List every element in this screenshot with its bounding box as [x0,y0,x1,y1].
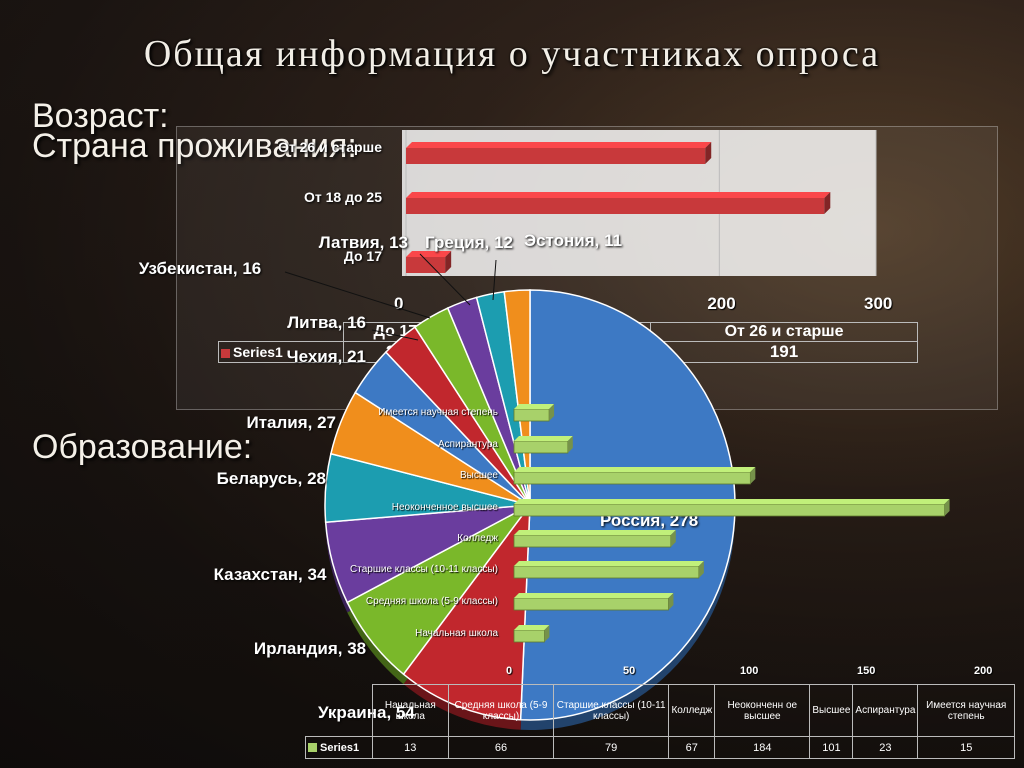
education-category-label: Средняя школа (5-9 классы) [365,596,498,607]
education-table-header: Старшие классы (10-11 классы) [552,684,670,737]
age-table-value: 191 [650,341,918,363]
pie-leader-line [492,259,497,301]
education-category-label: Старшие классы (10-11 классы) [350,564,498,575]
education-table-header: Высшее [809,684,854,737]
age-x-tick: 0 [394,294,404,313]
age-category-label: От 18 до 25 [304,189,382,205]
education-table-header: Начальная школа [371,684,450,737]
pie-slice-label: Эстония, 11 [524,231,623,250]
age-x-tick: 200 [707,294,736,313]
pie-slice-label: Латвия, 13 [318,233,408,252]
pie-slice-label: Ирландия, 38 [253,639,367,658]
education-category-label: Имеется научная степень [378,407,498,418]
education-bar-top [514,561,704,566]
education-bar-side [668,593,674,610]
education-bar-top [514,593,674,598]
education-bar-side [698,561,704,578]
pie-slice-label: Казахстан, 34 [213,565,327,584]
education-table-header: Неоконченн ое высшее [714,684,811,737]
education-bar-top [514,530,676,535]
education-table-value: 101 [809,736,854,759]
education-x-tick: 150 [857,665,876,677]
education-bar [513,597,669,611]
education-table-header: Средняя школа (5-9 классы) [448,684,554,737]
education-bar-side [549,404,555,421]
education-table-header: Аспирантура [852,684,919,737]
education-category-label: Колледж [457,533,498,544]
education-legend: Series1 [305,736,373,759]
education-bar-top [514,467,756,472]
education-table-value: 184 [714,736,811,759]
education-table-value: 15 [917,736,1015,759]
section-education: Образование: [32,428,253,466]
education-data-table: Начальная школа Средняя школа (5-9 классы… [305,684,1015,759]
education-bar-side [544,625,550,642]
pie-slice-label: Узбекистан, 16 [138,259,262,278]
education-bar-side [567,436,573,453]
education-bar-side [944,499,950,516]
pie-slice-label: Литва, 16 [287,313,366,332]
education-bar [513,440,569,454]
education-bar [513,471,751,485]
education-x-tick: 50 [623,665,636,677]
education-x-tick: 0 [506,665,513,677]
age-x-tick: 300 [864,294,893,313]
education-bar [513,408,550,422]
education-bar [513,534,672,548]
age-legend: Series1 [218,341,344,363]
education-category-label: Аспирантура [437,439,498,450]
section-age: Возраст: [32,97,169,135]
education-table-header: Имеется научная степень [917,684,1015,737]
education-bar [513,629,545,643]
pie-leader-line [419,253,471,306]
education-table-value: 13 [371,736,450,759]
pie-slice-label: Италия, 27 [246,413,336,432]
education-bar-top [514,499,950,504]
education-table-value: 66 [448,736,554,759]
education-bar-side [750,467,756,484]
education-bar-top [514,625,550,630]
pie-slice-label: Чехия, 21 [286,347,366,366]
slide-title: Общая информация о участниках опроса [143,33,881,75]
pie-slice-label: Беларусь, 28 [216,469,326,488]
education-bar [513,503,945,517]
education-table-value: 67 [668,736,716,759]
section-country: Страна проживания: [32,127,357,165]
education-x-tick: 100 [740,665,759,677]
education-bar-top [514,404,555,409]
age-category-label: До 17 [343,248,382,264]
education-table-value: 23 [852,736,919,759]
education-x-tick: 200 [974,665,993,677]
education-bar [513,565,700,579]
education-table-value: 79 [552,736,670,759]
education-category-label: Неоконченное высшее [391,502,498,513]
education-category-label: Начальная школа [415,628,498,639]
age-category-label: От 26 и старше [277,139,382,155]
education-bar-side [670,530,676,547]
education-category-label: Высшее [459,470,498,481]
education-bar-top [514,436,573,441]
pie-leader-line [284,271,431,319]
education-table-header: Колледж [668,684,716,737]
pie-slice-label: Греция, 12 [424,233,513,252]
pie-leader-line [371,329,419,341]
